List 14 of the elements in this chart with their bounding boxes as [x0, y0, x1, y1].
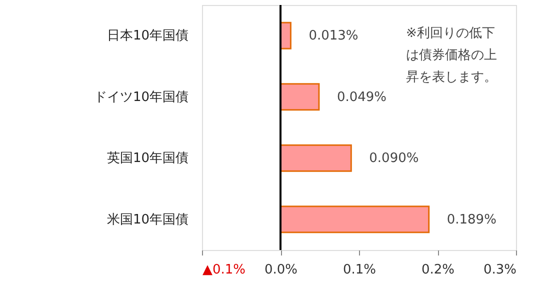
- annotation: ※利回りの低下は債券価格の上昇を表します。: [406, 26, 497, 85]
- data-label: 0.090%: [369, 151, 419, 166]
- y-tick-label: ドイツ10年国債: [94, 90, 188, 105]
- y-tick-label: 米国10年国債: [106, 212, 188, 228]
- data-label: 0.189%: [446, 212, 496, 228]
- x-tick-label: ▲0.1%: [202, 262, 246, 278]
- data-label: 0.013%: [308, 28, 358, 44]
- x-tick-label: 0.3%: [483, 262, 516, 278]
- y-tick-label: 英国10年国債: [106, 151, 188, 166]
- x-tick-label: 0.1%: [342, 262, 376, 278]
- x-tick-label: 0.0%: [264, 262, 298, 278]
- x-tick-label: 0.2%: [421, 262, 455, 278]
- y-tick-label: 日本10年国債: [106, 28, 188, 44]
- data-label: 0.049%: [336, 90, 387, 105]
